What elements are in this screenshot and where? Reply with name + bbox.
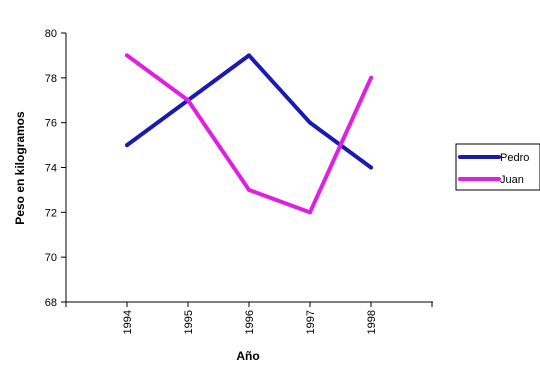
data-point-juan [186,98,190,103]
y-tick-label: 80 [45,28,57,40]
x-ticks: 1994 1995 1996 1997 1998 [65,302,433,334]
y-tick-label: 70 [45,252,57,264]
y-axis-title: Peso en kilogramos [13,111,27,225]
data-point-pedro [125,143,129,148]
y-tick-label: 68 [45,297,57,309]
data-point-pedro [369,165,373,170]
data-point-pedro [247,53,251,58]
x-tick-label: 1995 [183,310,195,334]
x-tick-label: 1994 [122,310,134,334]
data-point-juan [247,187,251,192]
legend-label-pedro: Pedro [500,152,529,164]
y-tick-label: 76 [45,118,57,130]
data-point-pedro [308,120,312,125]
legend-box [455,143,540,191]
series-lines [125,53,373,215]
x-tick-label: 1998 [366,310,378,334]
y-tick-label: 78 [45,73,57,85]
x-tick-label: 1997 [305,310,317,334]
data-point-juan [369,75,373,80]
data-point-juan [308,210,312,215]
legend: Pedro Juan [455,143,540,191]
x-tick-label: 1996 [244,310,256,334]
data-point-juan [125,53,129,58]
x-axis-title: Año [236,349,259,363]
legend-label-juan: Juan [500,174,524,186]
y-ticks: 68 70 72 74 76 78 80 [45,28,66,309]
y-tick-label: 74 [45,163,57,175]
y-tick-label: 72 [45,207,57,219]
